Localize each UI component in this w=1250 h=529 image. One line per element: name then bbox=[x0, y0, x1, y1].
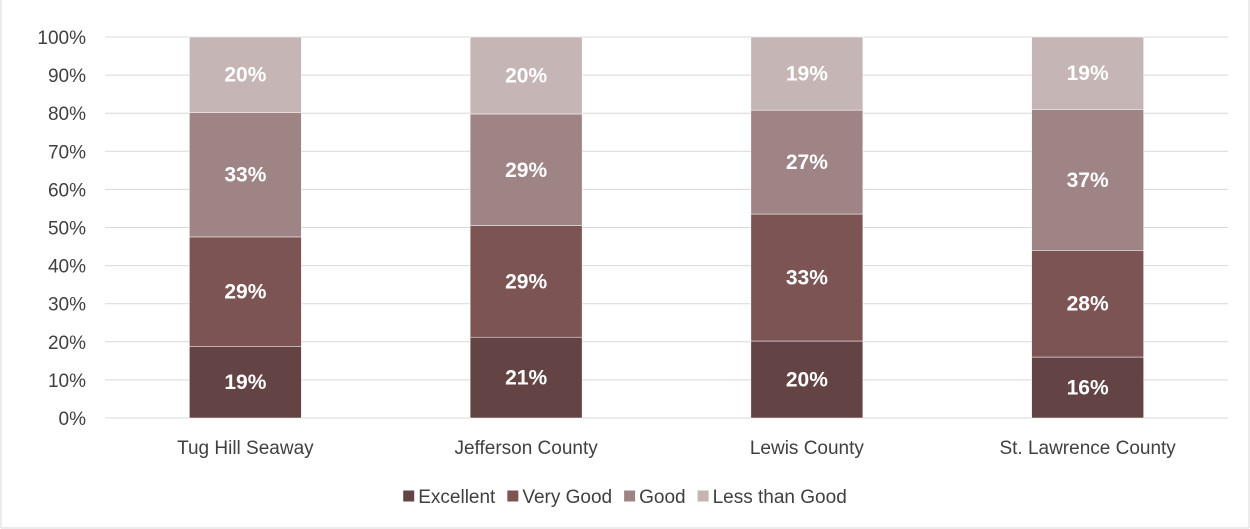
data-label: 20% bbox=[505, 64, 547, 87]
legend-swatch bbox=[624, 490, 636, 502]
data-label: 21% bbox=[505, 367, 547, 390]
legend-label: Excellent bbox=[418, 487, 496, 508]
bar-segment bbox=[1031, 36, 1144, 110]
legend-label: Less than Good bbox=[713, 487, 847, 508]
legend: Excellent Very Good Good Less than Good bbox=[403, 487, 847, 508]
x-axis-category-labels: Tug Hill Seaway Jefferson County Lewis Cou… bbox=[177, 438, 1176, 459]
legend-swatch bbox=[403, 490, 415, 502]
y-tick-label: 30% bbox=[48, 295, 86, 316]
legend-swatch bbox=[507, 490, 519, 502]
x-category-label: St. Lawrence County bbox=[999, 438, 1176, 459]
legend-label: Good bbox=[639, 487, 685, 508]
data-label: 27% bbox=[786, 151, 828, 174]
legend-label: Very Good bbox=[522, 487, 612, 508]
data-label: 19% bbox=[1067, 62, 1109, 85]
data-label: 16% bbox=[1067, 377, 1109, 400]
bar-segment bbox=[189, 346, 302, 419]
y-tick-label: 100% bbox=[37, 28, 86, 49]
data-label: 37% bbox=[1067, 169, 1109, 192]
bar-segment bbox=[1031, 109, 1144, 251]
data-label: 29% bbox=[505, 159, 547, 182]
data-label: 20% bbox=[224, 64, 266, 87]
data-label: 19% bbox=[224, 371, 266, 394]
bar-segment bbox=[189, 36, 302, 113]
bars bbox=[189, 36, 1144, 419]
bar-segment bbox=[1031, 250, 1144, 358]
data-label: 29% bbox=[224, 281, 266, 304]
legend-item: Less than Good bbox=[697, 487, 847, 508]
x-category-label: Tug Hill Seaway bbox=[177, 438, 314, 459]
data-label: 19% bbox=[786, 63, 828, 86]
y-tick-label: 50% bbox=[48, 219, 86, 240]
bar-segment bbox=[469, 336, 583, 419]
data-label: 28% bbox=[1067, 293, 1109, 316]
bar-segment bbox=[1031, 356, 1144, 419]
data-label: 33% bbox=[224, 164, 266, 187]
y-tick-label: 10% bbox=[48, 371, 86, 392]
data-labels: 19% 29% 33% 20% 21% 29% 29% 20% 20% 33% 27% 19% 16% 2… bbox=[224, 62, 1109, 399]
bar-segment bbox=[469, 113, 583, 226]
y-tick-label: 0% bbox=[59, 409, 87, 430]
bar-segment bbox=[189, 112, 302, 238]
legend-swatch bbox=[697, 490, 709, 502]
x-category-label: Lewis County bbox=[750, 438, 865, 459]
data-label: 20% bbox=[786, 369, 828, 392]
bar-segment bbox=[750, 36, 864, 111]
bar-segment bbox=[469, 36, 583, 115]
y-axis-tick-labels: 0% 10% 20% 30% 40% 50% 60% 70% 80% 90% 100% bbox=[37, 28, 86, 430]
y-tick-label: 70% bbox=[48, 142, 86, 163]
bar-segment bbox=[189, 236, 302, 347]
y-tick-label: 60% bbox=[48, 180, 86, 201]
y-tick-label: 90% bbox=[48, 66, 86, 87]
data-label: 33% bbox=[786, 267, 828, 290]
legend-item: Very Good bbox=[507, 487, 612, 508]
y-tick-label: 40% bbox=[48, 257, 86, 278]
legend-item: Excellent bbox=[403, 487, 496, 508]
bar-segment bbox=[750, 213, 864, 342]
y-tick-label: 80% bbox=[48, 104, 86, 125]
x-category-label: Jefferson County bbox=[454, 438, 598, 459]
bar-segment bbox=[750, 109, 864, 215]
bar-segment bbox=[750, 340, 864, 419]
data-label: 29% bbox=[505, 270, 547, 293]
bar-segment bbox=[469, 225, 583, 338]
y-tick-label: 20% bbox=[48, 333, 86, 354]
legend-item: Good bbox=[624, 487, 686, 508]
